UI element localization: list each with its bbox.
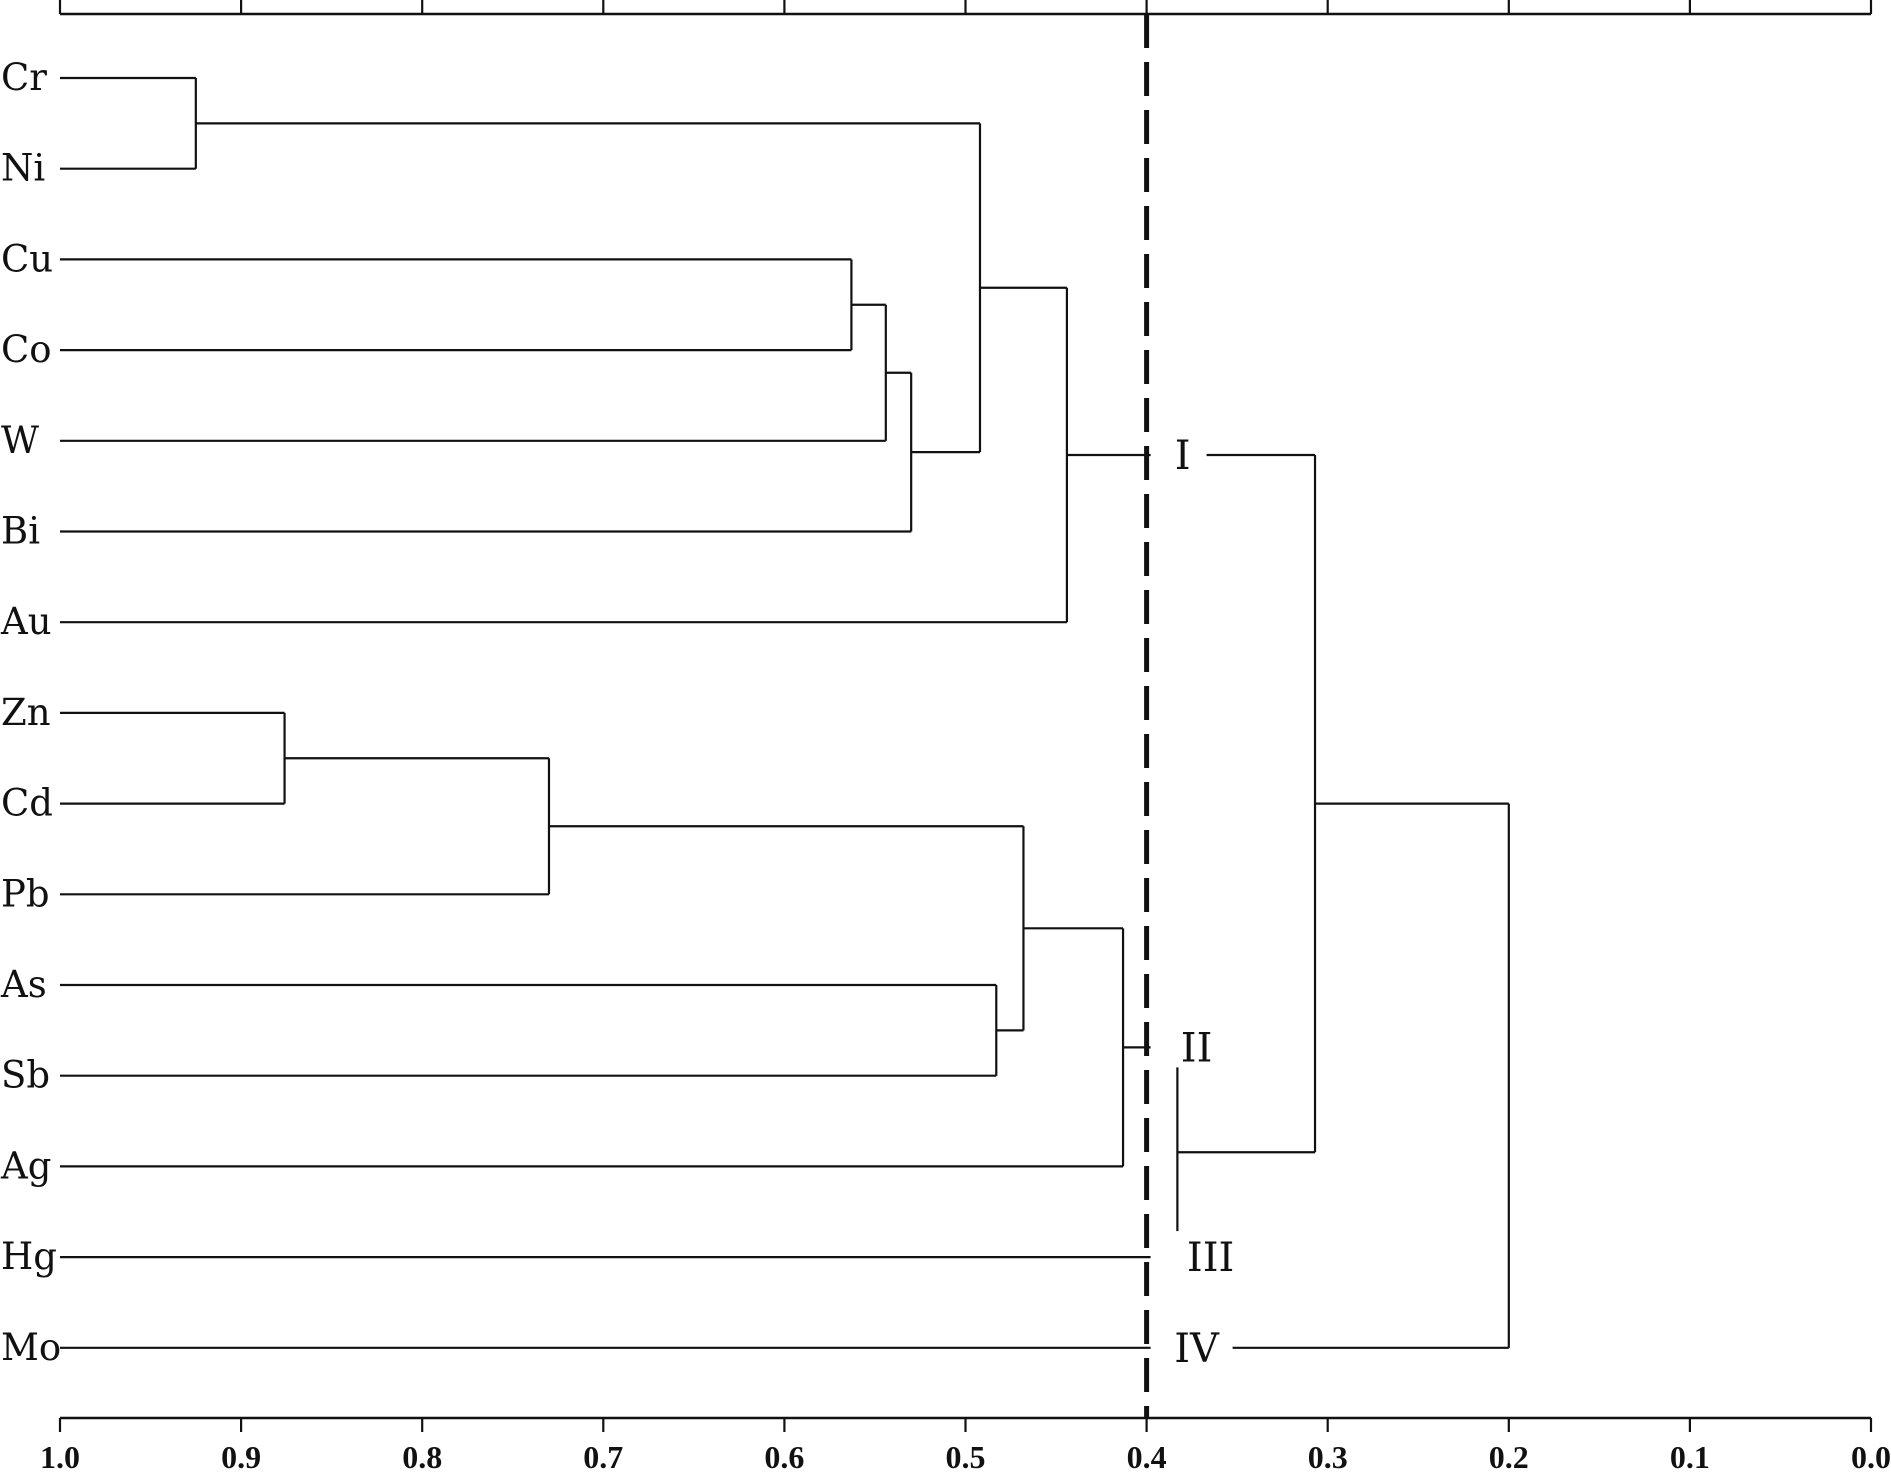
leaf-label-w: W xyxy=(1,419,39,462)
tick-label-0-4: 0.4 xyxy=(1127,1439,1167,1475)
tick-label-0-6: 0.6 xyxy=(764,1439,804,1475)
tick-label-1-0: 1.0 xyxy=(40,1439,80,1475)
tick-label-0-5: 0.5 xyxy=(946,1439,986,1475)
tick-label-0-8: 0.8 xyxy=(402,1439,442,1475)
axes xyxy=(58,0,1873,1432)
cluster-label-iii: III xyxy=(1187,1235,1234,1281)
labels: Cr Ni Cu Co W Bi Au Zn Cd Pb As Sb Ag Hg Mo 1.0 0.9 0.8 0.… xyxy=(0,56,1891,1475)
cluster-label-bg-ii xyxy=(1150,1021,1233,1068)
tick-label-0-2: 0.2 xyxy=(1489,1439,1529,1475)
leaf-label-bi: Bi xyxy=(1,510,40,553)
cluster-label-i: I xyxy=(1175,433,1191,479)
leaf-label-sb: Sb xyxy=(1,1054,50,1097)
leaf-label-au: Au xyxy=(0,600,52,643)
tick-label-0-1: 0.1 xyxy=(1670,1439,1710,1475)
tick-label-0-3: 0.3 xyxy=(1308,1439,1348,1475)
leaf-label-ag: Ag xyxy=(0,1144,51,1187)
leaf-label-co: Co xyxy=(1,328,52,371)
leaf-label-ni: Ni xyxy=(1,147,45,190)
leaf-label-pb: Pb xyxy=(1,872,50,915)
tick-label-0-7: 0.7 xyxy=(583,1439,623,1475)
leaf-label-cr: Cr xyxy=(1,56,47,99)
cluster-label-bg-iii xyxy=(1150,1231,1259,1278)
leaf-label-mo: Mo xyxy=(1,1326,61,1369)
tick-label-0-0: 0.0 xyxy=(1851,1439,1891,1475)
cluster-label-iv: IV xyxy=(1174,1326,1220,1372)
leaf-label-zn: Zn xyxy=(1,691,51,734)
leaf-label-hg: Hg xyxy=(1,1235,57,1278)
cluster-label-bg-iv xyxy=(1150,1321,1233,1368)
cluster-label-ii: II xyxy=(1181,1025,1213,1071)
cluster-label-bg-i xyxy=(1150,428,1207,475)
dendrogram-branches xyxy=(60,76,1510,1349)
leaf-label-cd: Cd xyxy=(1,782,53,825)
leaf-label-cu: Cu xyxy=(1,237,53,280)
leaf-label-as: As xyxy=(0,963,47,1006)
tick-label-0-9: 0.9 xyxy=(221,1439,261,1475)
